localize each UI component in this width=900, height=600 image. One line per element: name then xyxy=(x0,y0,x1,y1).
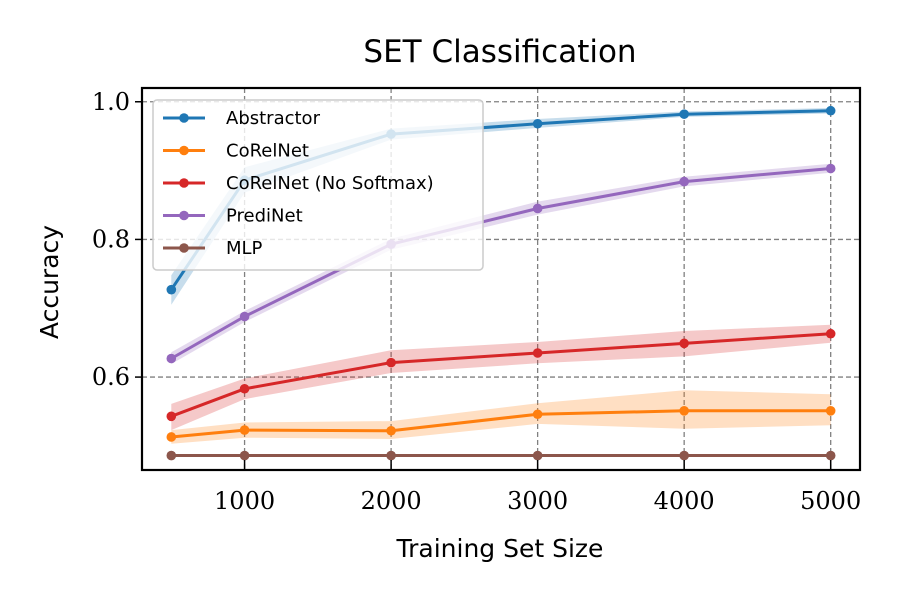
chart-title: SET Classification xyxy=(363,34,636,70)
x-tick-label: 1000 xyxy=(214,487,275,515)
x-axis-label: Training Set Size xyxy=(396,534,604,563)
legend-box xyxy=(152,99,484,271)
data-point-0 xyxy=(532,118,543,129)
x-tick-label: 2000 xyxy=(361,487,422,515)
data-point-0 xyxy=(825,105,836,116)
data-point-1 xyxy=(825,406,836,416)
legend-swatch-marker xyxy=(179,145,189,156)
data-point-0 xyxy=(166,284,177,295)
data-point-2 xyxy=(386,357,396,368)
y-tick-label: 0.8 xyxy=(92,225,130,253)
data-point-1 xyxy=(532,409,543,420)
axis-ticks: 1000 2000 3000 4000 5000 0.6 0.8 1.0 xyxy=(92,88,861,515)
y-tick-label: 1.0 xyxy=(92,88,130,116)
data-point-1 xyxy=(679,406,689,416)
data-point-0 xyxy=(679,109,689,119)
data-point-2 xyxy=(679,338,689,349)
legend-swatch-marker xyxy=(179,178,189,188)
data-point-4 xyxy=(825,450,836,461)
data-point-3 xyxy=(166,353,177,364)
legend: Abstractor CoRelNet CoRelNet (No Softmax) P… xyxy=(152,99,484,271)
data-point-2 xyxy=(532,348,543,358)
plot-frame xyxy=(140,86,862,472)
data-point-2 xyxy=(825,328,836,339)
plot-frame-border xyxy=(140,86,862,472)
data-point-4 xyxy=(679,450,689,461)
data-point-4 xyxy=(166,450,177,461)
data-point-4 xyxy=(386,450,396,461)
data-point-1 xyxy=(166,432,177,442)
legend-label: MLP xyxy=(226,238,263,259)
legend-swatch-marker xyxy=(179,210,189,221)
data-point-2 xyxy=(166,411,177,422)
data-point-3 xyxy=(239,311,250,322)
legend-label: PrediNet xyxy=(226,206,303,227)
series-lines xyxy=(166,105,836,461)
legend-swatch-marker xyxy=(179,113,189,123)
y-axis-label: Accuracy xyxy=(35,225,64,339)
series-line-2 xyxy=(170,332,831,418)
data-point-3 xyxy=(532,203,543,214)
legend-swatch-marker xyxy=(179,243,189,253)
data-point-4 xyxy=(532,450,543,461)
x-tick-label: 5000 xyxy=(800,487,861,515)
y-tick-label: 0.6 xyxy=(92,363,130,391)
legend-label: CoRelNet (No Softmax) xyxy=(226,173,434,194)
x-tick-label: 4000 xyxy=(654,487,715,515)
band-2 xyxy=(171,324,831,431)
legend-label: CoRelNet xyxy=(226,141,309,162)
x-tick-label: 3000 xyxy=(507,487,568,515)
legend-label: Abstractor xyxy=(226,108,321,129)
data-point-3 xyxy=(825,163,836,174)
data-point-3 xyxy=(679,176,689,187)
data-point-4 xyxy=(239,450,250,461)
data-point-1 xyxy=(239,425,250,435)
series-line-1 xyxy=(171,409,831,439)
data-point-1 xyxy=(386,425,396,436)
data-point-2 xyxy=(239,383,250,394)
